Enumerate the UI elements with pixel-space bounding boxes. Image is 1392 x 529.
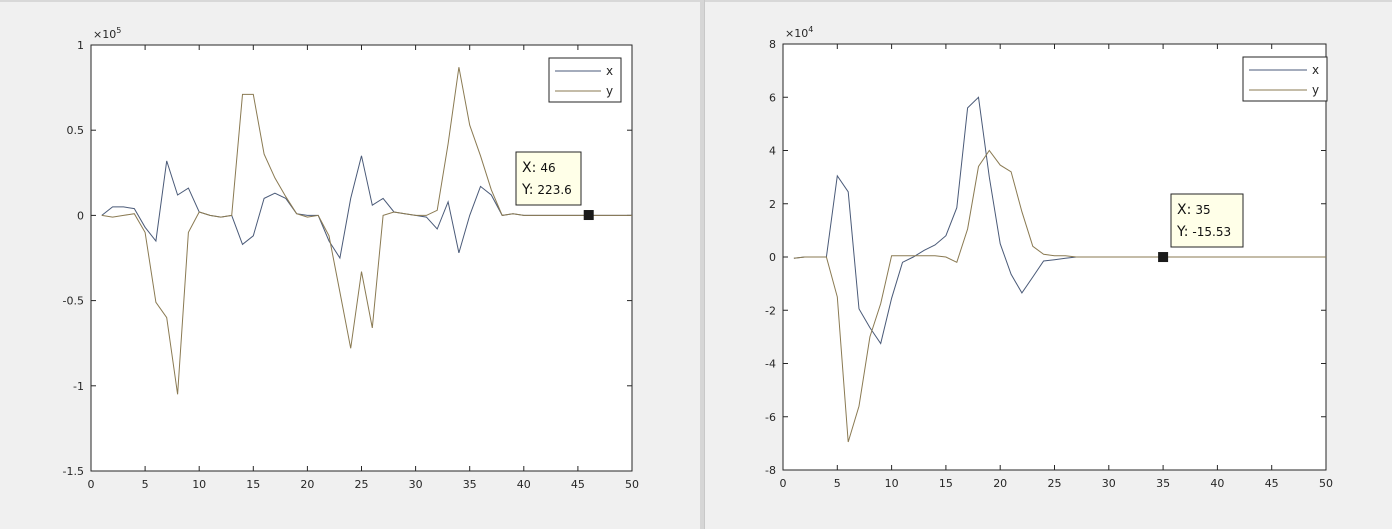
datatip-y-value: 223.6 xyxy=(537,183,571,197)
x-tick-label: 40 xyxy=(1210,477,1224,490)
y-tick-label: -6 xyxy=(765,411,776,424)
y-tick-label: -2 xyxy=(765,304,776,317)
x-tick-label: 50 xyxy=(625,478,639,491)
x-tick-label: 45 xyxy=(1265,477,1279,490)
y-tick-label: 2 xyxy=(769,198,776,211)
y-tick-label: 0.5 xyxy=(67,124,85,137)
y-tick-label: 0 xyxy=(77,209,84,222)
x-tick-label: 30 xyxy=(1102,477,1116,490)
x-tick-label: 50 xyxy=(1319,477,1333,490)
y-exponent-base: ×10 xyxy=(785,27,808,40)
legend-box xyxy=(1242,56,1328,102)
x-tick-label: 5 xyxy=(834,477,841,490)
y-tick-label: 1 xyxy=(77,39,84,52)
x-tick-label: 30 xyxy=(409,478,423,491)
legend-label-x: x xyxy=(1312,63,1319,77)
series-line-y[interactable] xyxy=(101,67,632,395)
y-exponent-power: 5 xyxy=(116,26,121,35)
y-tick-label: 8 xyxy=(769,38,776,51)
y-tick-label: 6 xyxy=(769,91,776,104)
y-exponent-base: ×10 xyxy=(93,28,116,41)
datatip-x-value: 35 xyxy=(1195,203,1210,217)
x-tick-label: 35 xyxy=(463,478,477,491)
datatip-marker[interactable] xyxy=(1158,252,1169,263)
datatip-box xyxy=(1170,193,1244,248)
datatip-x-label: X: xyxy=(522,160,536,176)
x-tick-label: 40 xyxy=(517,478,531,491)
figure-window-left: 0 5 10 15 20 25 30 35 40 45 50 1 0.5 0 -0.5 -1 -1.5 ×105 x… xyxy=(0,0,701,529)
legend-label-y: y xyxy=(1312,83,1319,97)
series-line-y[interactable] xyxy=(793,149,1326,443)
datatip[interactable]: X: 46 Y: 223.6 xyxy=(515,151,582,206)
x-tick-label: 25 xyxy=(355,478,369,491)
y-exponent-label: ×104 xyxy=(785,25,813,40)
datatip-x-row: X: 35 xyxy=(1177,202,1211,218)
datatip[interactable]: X: 35 Y: -15.53 xyxy=(1170,193,1244,248)
datatip-y-value: -15.53 xyxy=(1192,225,1231,239)
window-top-border xyxy=(705,0,1392,2)
datatip-y-row: Y: -15.53 xyxy=(1176,224,1231,240)
datatip-y-row: Y: 223.6 xyxy=(521,182,572,198)
datatip-x-row: X: 46 xyxy=(522,160,556,176)
datatip-y-label: Y: xyxy=(1176,224,1188,240)
legend-label-x: x xyxy=(606,64,613,78)
x-tick-label: 25 xyxy=(1048,477,1062,490)
x-tick-label: 5 xyxy=(142,478,149,491)
datatip-marker[interactable] xyxy=(583,210,594,221)
y-tick-label: 0 xyxy=(769,251,776,264)
y-exponent-power: 4 xyxy=(808,25,813,34)
x-tick-label: 15 xyxy=(246,478,260,491)
x-tick-label: 20 xyxy=(300,478,314,491)
chart-right[interactable]: 0 5 10 15 20 25 30 35 40 45 5086420-2-4-6-8×104xyX… xyxy=(705,0,1392,529)
x-tick-label: 45 xyxy=(571,478,585,491)
y-tick-label: -1.5 xyxy=(63,465,84,478)
datatip-box xyxy=(515,151,582,206)
legend[interactable]: xy xyxy=(1242,56,1328,102)
y-exponent-label: ×105 xyxy=(93,26,121,41)
y-tick-label: 4 xyxy=(769,145,776,158)
window-top-border xyxy=(0,0,700,2)
y-tick-label: -4 xyxy=(765,358,776,371)
y-tick-label: -8 xyxy=(765,464,776,477)
window-splitter[interactable] xyxy=(700,0,704,529)
datatip-x-label: X: xyxy=(1177,202,1191,218)
y-tick-label: -1 xyxy=(73,380,84,393)
x-tick-label: 10 xyxy=(885,477,899,490)
y-tick-label: -0.5 xyxy=(63,295,84,308)
plot-area[interactable] xyxy=(90,44,633,472)
x-tick-label: 0 xyxy=(780,477,787,490)
datatip-y-label: Y: xyxy=(521,182,533,198)
x-tick-label: 0 xyxy=(88,478,95,491)
x-tick-label: 10 xyxy=(192,478,206,491)
x-tick-label: 20 xyxy=(993,477,1007,490)
x-tick-label: 15 xyxy=(939,477,953,490)
legend[interactable]: xy xyxy=(548,57,622,103)
chart-left[interactable]: 0 5 10 15 20 25 30 35 40 45 5010.50-0.5-1-1.5×105x… xyxy=(0,0,700,529)
figure-window-right: 0 5 10 15 20 25 30 35 40 45 50 8 6 4 2 0 -2 -4 -6 -8 ×104 x y X… xyxy=(704,0,1392,529)
legend-label-y: y xyxy=(606,84,613,98)
legend-box xyxy=(548,57,622,103)
x-tick-label: 35 xyxy=(1156,477,1170,490)
datatip-x-value: 46 xyxy=(540,161,555,175)
